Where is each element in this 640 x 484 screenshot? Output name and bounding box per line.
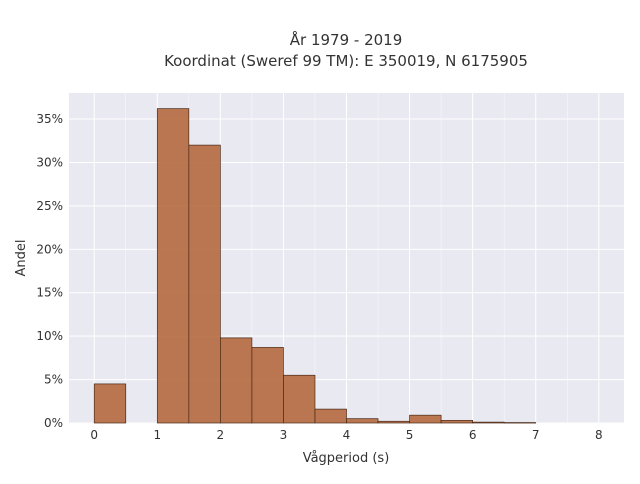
histogram-bar bbox=[251, 347, 284, 424]
chart-title-line2: Koordinat (Sweref 99 TM): E 350019, N 61… bbox=[164, 52, 528, 70]
x-tick-label: 8 bbox=[595, 428, 603, 442]
y-tick-label: 30% bbox=[36, 155, 63, 169]
histogram-bar bbox=[220, 337, 253, 424]
chart-title-line1: År 1979 - 2019 bbox=[290, 30, 403, 49]
x-tick-label: 4 bbox=[343, 428, 351, 442]
x-tick-label: 0 bbox=[90, 428, 98, 442]
x-axis-ticks: 0 1 2 3 4 5 6 7 8 bbox=[90, 428, 602, 442]
y-axis-ticks: 0% 5% 10% 15% 20% 25% 30% 35% bbox=[36, 112, 63, 430]
y-tick-label: 15% bbox=[36, 286, 63, 300]
y-tick-label: 10% bbox=[36, 329, 63, 343]
histogram-bar bbox=[283, 374, 316, 424]
histogram-bar bbox=[156, 108, 190, 424]
y-tick-label: 0% bbox=[44, 416, 63, 430]
x-tick-label: 1 bbox=[153, 428, 161, 442]
y-axis-label: Andel bbox=[14, 240, 29, 277]
y-tick-label: 20% bbox=[36, 242, 63, 256]
x-axis-label: Vågperiod (s) bbox=[303, 451, 390, 466]
x-tick-label: 6 bbox=[469, 428, 477, 442]
histogram-bar bbox=[188, 144, 221, 424]
histogram-bar bbox=[377, 420, 410, 424]
x-tick-label: 2 bbox=[217, 428, 225, 442]
y-tick-label: 25% bbox=[36, 199, 63, 213]
y-tick-label: 35% bbox=[36, 112, 63, 126]
histogram-bar bbox=[472, 421, 505, 424]
histogram-bar bbox=[314, 408, 347, 424]
histogram-bar bbox=[346, 418, 379, 424]
histogram-bar bbox=[409, 414, 442, 424]
x-tick-label: 3 bbox=[280, 428, 288, 442]
histogram-bar bbox=[503, 422, 537, 424]
y-tick-label: 5% bbox=[44, 373, 63, 387]
histogram-bar bbox=[93, 383, 127, 424]
bars bbox=[93, 108, 537, 424]
x-tick-label: 7 bbox=[532, 428, 540, 442]
x-tick-label: 5 bbox=[406, 428, 414, 442]
histogram-bar bbox=[440, 420, 473, 424]
